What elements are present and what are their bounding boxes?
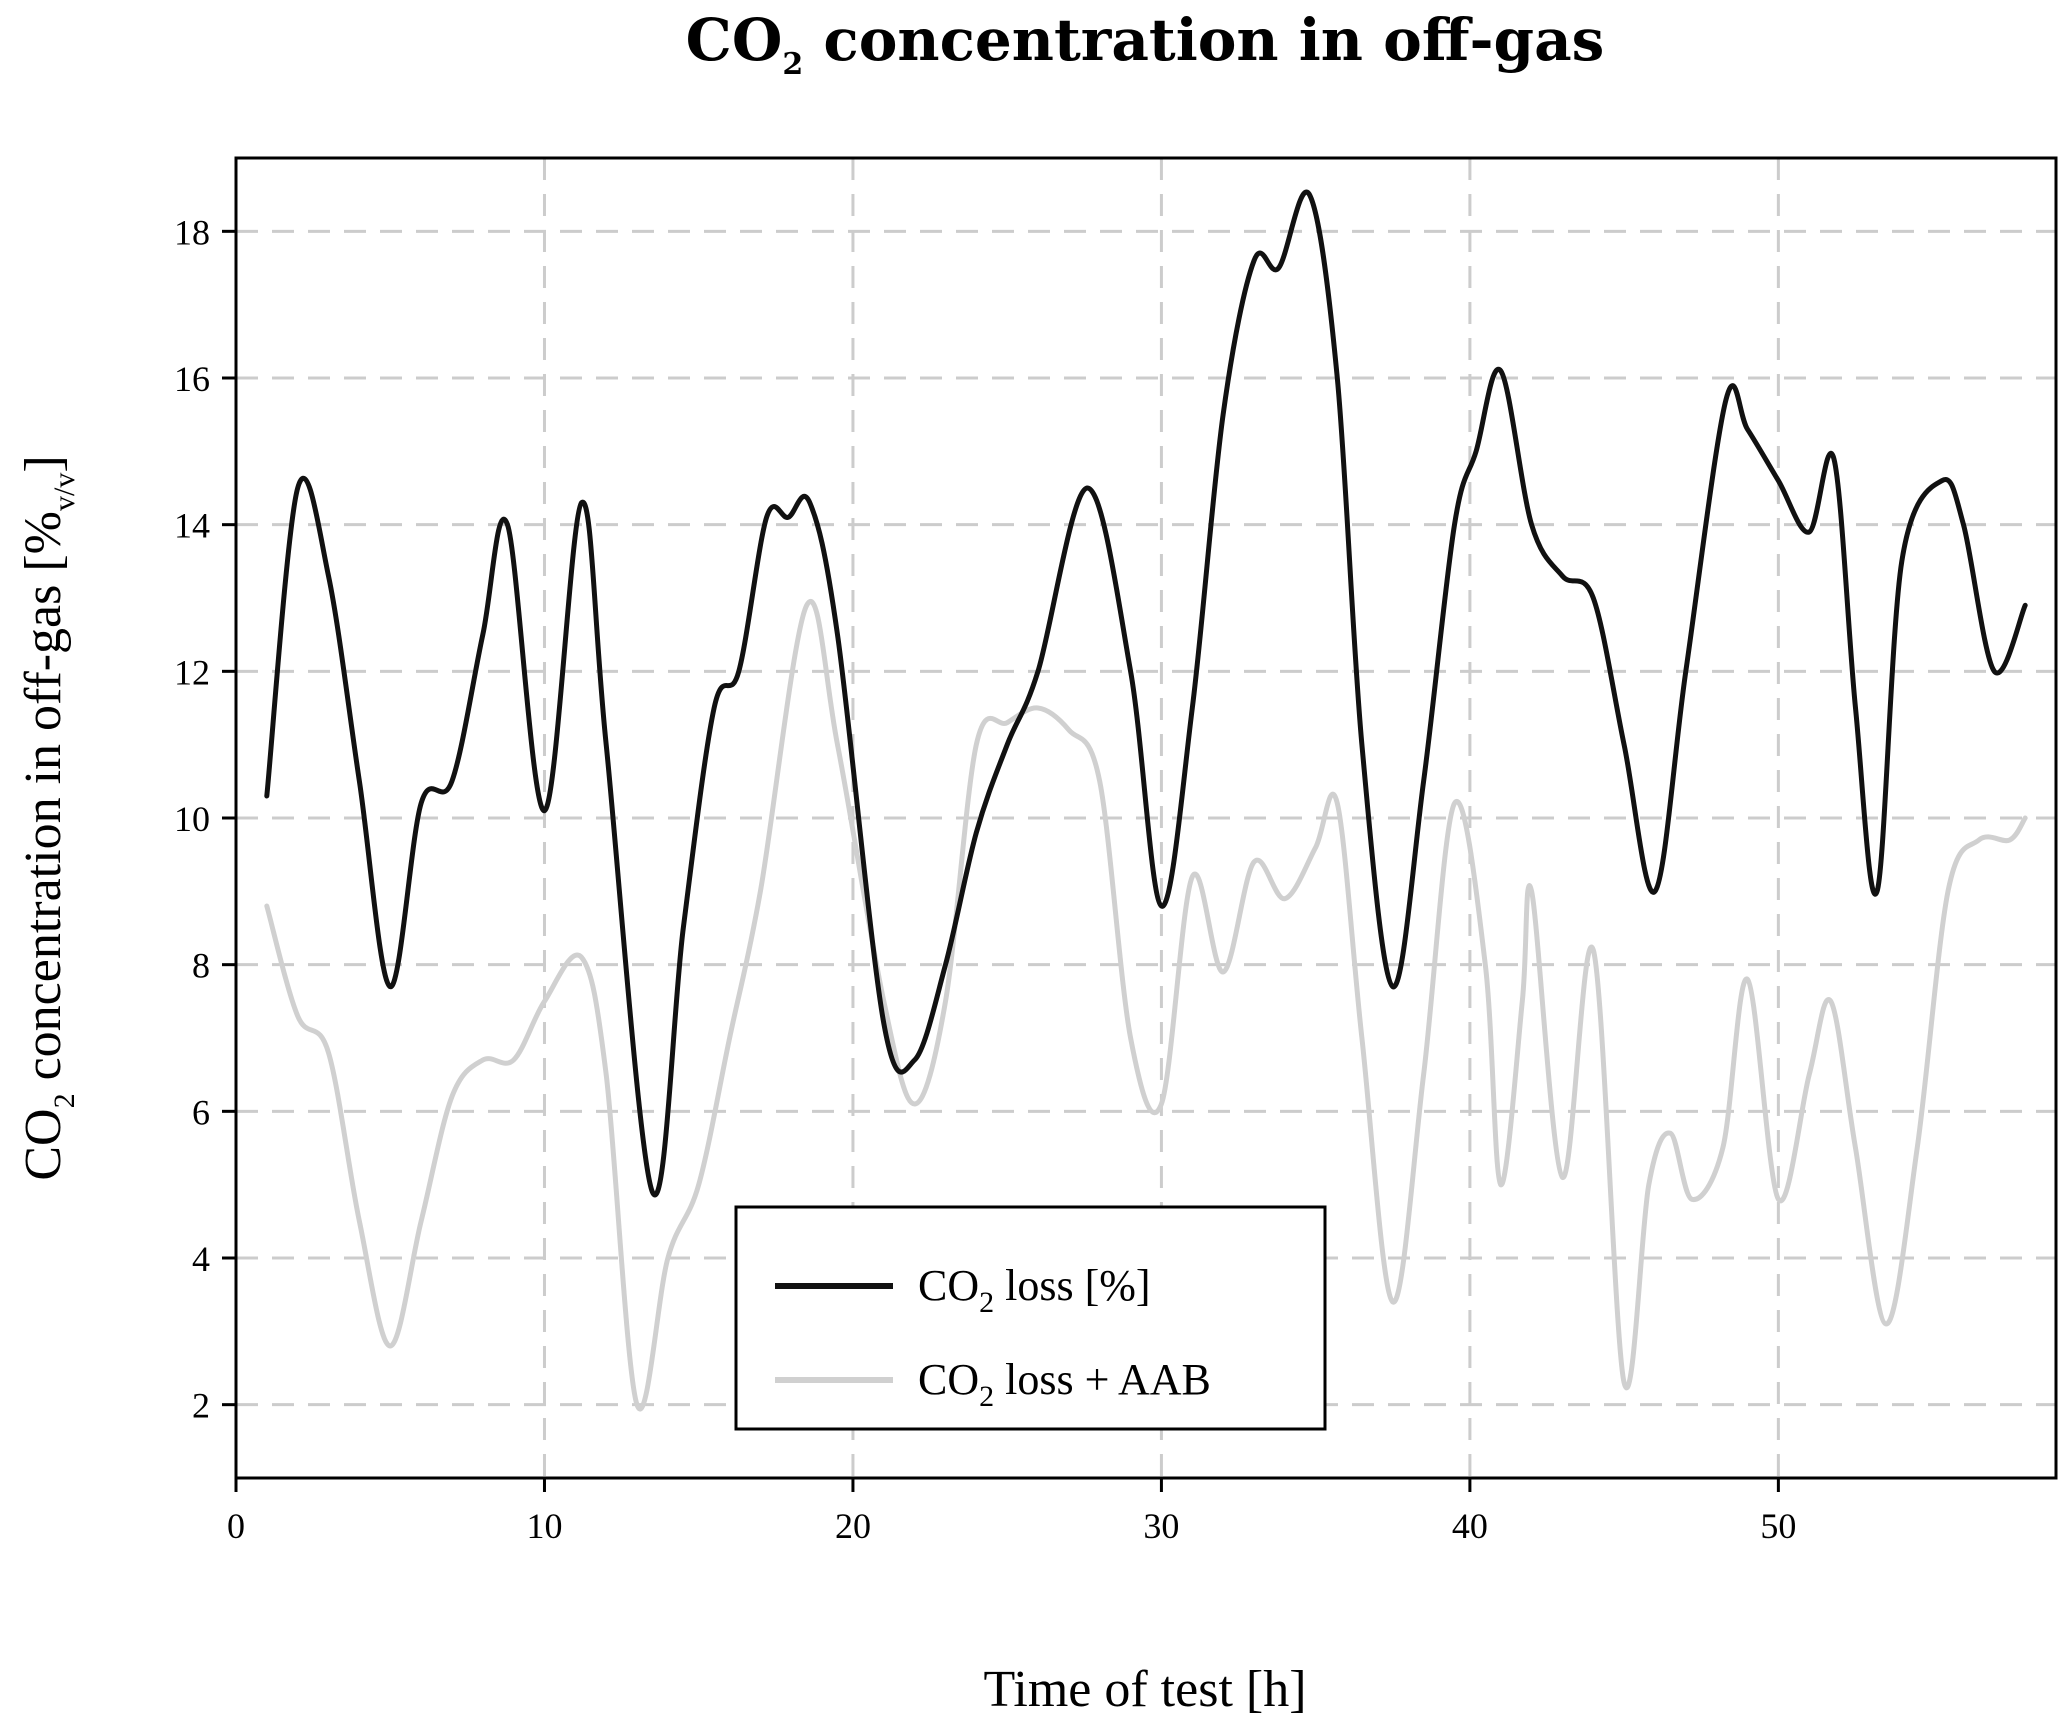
legend-label-co2-loss: CO2 loss [%] xyxy=(918,1261,1151,1319)
legend-label-co2-loss-aab: CO2 loss + AAB xyxy=(918,1355,1211,1413)
series-layer xyxy=(264,189,2028,1412)
x-tick-label: 10 xyxy=(526,1506,562,1546)
y-tick-label: 2 xyxy=(192,1386,210,1426)
y-tick-label: 10 xyxy=(174,799,210,839)
series-line-co2-loss xyxy=(264,189,2028,1198)
y-tick-label: 12 xyxy=(174,652,210,692)
y-axis-ticks: 2 4 6 8 10 12 14 16 18 xyxy=(174,212,236,1426)
x-axis-ticks: 0 10 20 30 40 50 xyxy=(227,1478,1796,1546)
y-tick-label: 18 xyxy=(174,212,210,252)
legend-box xyxy=(734,1205,1327,1431)
x-tick-label: 0 xyxy=(227,1506,245,1546)
y-tick-label: 8 xyxy=(192,946,210,986)
chart-title: CO2 concentration in off-gas xyxy=(686,6,1605,82)
legend: CO2 loss [%] CO2 loss + AAB xyxy=(734,1205,1327,1431)
x-tick-label: 50 xyxy=(1760,1506,1796,1546)
x-axis-label: Time of test [h] xyxy=(983,1661,1306,1718)
y-tick-label: 4 xyxy=(192,1239,210,1279)
y-tick-label: 16 xyxy=(174,359,210,399)
x-tick-label: 40 xyxy=(1452,1506,1488,1546)
y-axis-label: CO2 concentration in off-gas [%v/v] xyxy=(15,455,81,1180)
x-tick-label: 30 xyxy=(1143,1506,1179,1546)
x-tick-label: 20 xyxy=(835,1506,871,1546)
series-line-co2-loss-aab xyxy=(264,599,2028,1412)
y-tick-label: 14 xyxy=(174,506,210,546)
y-tick-label: 6 xyxy=(192,1092,210,1132)
